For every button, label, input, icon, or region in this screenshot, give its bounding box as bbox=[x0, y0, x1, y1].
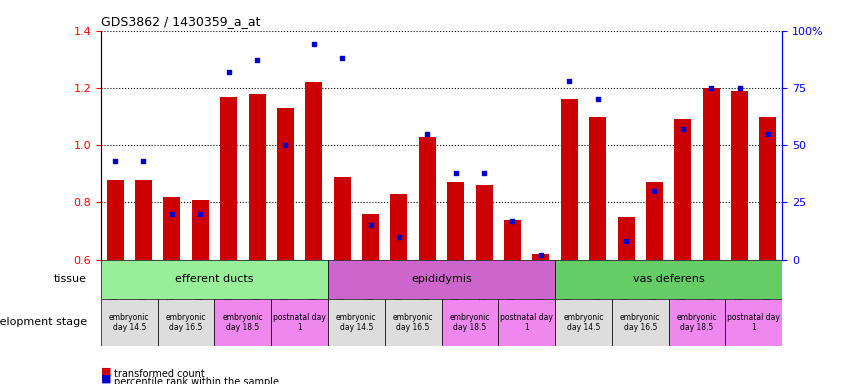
Bar bbox=[702, 88, 720, 260]
Text: embryonic
day 16.5: embryonic day 16.5 bbox=[166, 313, 206, 332]
Bar bbox=[447, 182, 464, 260]
Text: tissue: tissue bbox=[54, 275, 87, 285]
Point bbox=[392, 234, 405, 240]
Point bbox=[563, 78, 576, 84]
Bar bbox=[617, 217, 634, 260]
Point bbox=[619, 238, 632, 245]
Bar bbox=[334, 177, 351, 260]
Bar bbox=[674, 119, 691, 260]
Bar bbox=[277, 108, 294, 260]
Point bbox=[534, 252, 547, 258]
Point bbox=[591, 96, 605, 103]
Text: embryonic
day 16.5: embryonic day 16.5 bbox=[393, 313, 433, 332]
FancyBboxPatch shape bbox=[498, 299, 555, 346]
Text: epididymis: epididymis bbox=[411, 275, 472, 285]
Point bbox=[733, 85, 746, 91]
Point bbox=[505, 218, 519, 224]
Bar bbox=[419, 137, 436, 260]
Bar bbox=[759, 117, 776, 260]
FancyBboxPatch shape bbox=[101, 299, 157, 346]
Bar bbox=[646, 182, 663, 260]
Bar bbox=[561, 99, 578, 260]
FancyBboxPatch shape bbox=[725, 299, 782, 346]
Bar bbox=[305, 82, 322, 260]
Point bbox=[449, 170, 463, 176]
Bar bbox=[532, 254, 549, 260]
Text: postnatal day
1: postnatal day 1 bbox=[500, 313, 553, 332]
FancyBboxPatch shape bbox=[384, 299, 442, 346]
Text: vas deferens: vas deferens bbox=[632, 275, 705, 285]
Bar bbox=[362, 214, 379, 260]
Text: efferent ducts: efferent ducts bbox=[175, 275, 254, 285]
Bar bbox=[475, 185, 493, 260]
FancyBboxPatch shape bbox=[555, 299, 611, 346]
Text: percentile rank within the sample: percentile rank within the sample bbox=[114, 377, 278, 384]
Bar bbox=[390, 194, 407, 260]
Point bbox=[278, 142, 292, 148]
Text: GDS3862 / 1430359_a_at: GDS3862 / 1430359_a_at bbox=[101, 15, 261, 28]
Point bbox=[761, 131, 775, 137]
Bar bbox=[220, 96, 237, 260]
Point bbox=[165, 211, 178, 217]
Bar bbox=[192, 200, 209, 260]
Point bbox=[648, 188, 661, 194]
Text: postnatal day
1: postnatal day 1 bbox=[273, 313, 326, 332]
Text: transformed count: transformed count bbox=[114, 369, 204, 379]
FancyBboxPatch shape bbox=[442, 299, 498, 346]
Text: embryonic
day 14.5: embryonic day 14.5 bbox=[563, 313, 604, 332]
Bar bbox=[249, 94, 266, 260]
Point bbox=[222, 69, 235, 75]
FancyBboxPatch shape bbox=[101, 260, 328, 299]
Point bbox=[193, 211, 207, 217]
Text: embryonic
day 18.5: embryonic day 18.5 bbox=[223, 313, 263, 332]
Text: embryonic
day 14.5: embryonic day 14.5 bbox=[336, 313, 377, 332]
Point bbox=[307, 41, 320, 48]
Bar bbox=[731, 91, 748, 260]
FancyBboxPatch shape bbox=[611, 299, 669, 346]
Point bbox=[251, 58, 264, 64]
FancyBboxPatch shape bbox=[271, 299, 328, 346]
Point bbox=[108, 158, 122, 164]
Point bbox=[676, 126, 690, 132]
Point bbox=[420, 131, 434, 137]
FancyBboxPatch shape bbox=[328, 299, 384, 346]
Text: embryonic
day 18.5: embryonic day 18.5 bbox=[677, 313, 717, 332]
FancyBboxPatch shape bbox=[669, 299, 725, 346]
Bar bbox=[135, 180, 152, 260]
FancyBboxPatch shape bbox=[328, 260, 555, 299]
FancyBboxPatch shape bbox=[555, 260, 782, 299]
Bar bbox=[107, 180, 124, 260]
Point bbox=[705, 85, 718, 91]
Point bbox=[478, 170, 491, 176]
Text: postnatal day
1: postnatal day 1 bbox=[727, 313, 780, 332]
Bar bbox=[589, 117, 606, 260]
Bar bbox=[504, 220, 521, 260]
Bar bbox=[163, 197, 180, 260]
Text: embryonic
day 16.5: embryonic day 16.5 bbox=[620, 313, 660, 332]
Text: ■: ■ bbox=[101, 366, 111, 376]
Text: development stage: development stage bbox=[0, 317, 87, 327]
Text: embryonic
day 18.5: embryonic day 18.5 bbox=[450, 313, 490, 332]
Point bbox=[137, 158, 151, 164]
FancyBboxPatch shape bbox=[214, 299, 271, 346]
Text: ■: ■ bbox=[101, 374, 111, 384]
Point bbox=[336, 55, 349, 61]
Text: embryonic
day 14.5: embryonic day 14.5 bbox=[109, 313, 150, 332]
FancyBboxPatch shape bbox=[157, 299, 214, 346]
Point bbox=[364, 222, 378, 228]
